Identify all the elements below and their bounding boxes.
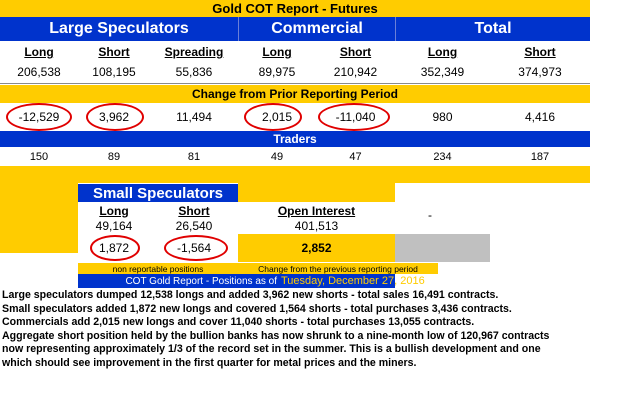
report-title: Gold COT Report - Futures xyxy=(0,0,590,17)
value-comm-short: 210,942 xyxy=(333,65,378,79)
change-large-spreading: 11,494 xyxy=(176,110,212,124)
small-long-value: 49,164 xyxy=(95,218,133,233)
highlight-ring-large-long xyxy=(6,103,72,131)
col-large-long: Long xyxy=(24,45,54,59)
summary-line: Small speculators added 1,872 new longs … xyxy=(2,302,512,315)
traders-large-short: 89 xyxy=(107,151,121,163)
traders-large-long: 150 xyxy=(29,151,49,163)
value-large-long: 206,538 xyxy=(17,65,61,79)
summary-line: Large speculators dumped 12,538 longs an… xyxy=(2,289,499,301)
small-long-label: Long xyxy=(99,203,129,218)
separator-band xyxy=(0,166,590,183)
positions-block xyxy=(0,41,590,84)
col-total-long: Long xyxy=(427,45,458,59)
traders-total-short: 187 xyxy=(530,151,550,163)
commercial-header: Commercial xyxy=(238,17,395,41)
value-comm-long: 89,975 xyxy=(258,65,296,79)
small-spec-left-fill xyxy=(0,183,78,253)
small-speculators-header: Small Speculators xyxy=(78,184,238,202)
footer-date: Tuesday, December 27, 2016 xyxy=(281,275,425,287)
open-interest-change: 2,852 xyxy=(238,234,395,262)
value-total-short: 374,973 xyxy=(518,65,562,79)
summary-line: now representing approximately 1/3 of th… xyxy=(2,343,541,356)
traders-comm-long: 49 xyxy=(270,151,284,163)
open-interest-note: Change from the previous reporting perio… xyxy=(238,263,438,274)
col-large-spreading: Spreading xyxy=(164,45,224,59)
traders-large-spreading: 81 xyxy=(187,151,201,163)
open-interest-label: Open Interest xyxy=(277,203,356,218)
small-spec-right-fill xyxy=(238,183,395,202)
change-total-long: 980 xyxy=(432,110,453,124)
small-short-value: 26,540 xyxy=(175,218,213,233)
grey-placeholder-cell xyxy=(395,234,490,262)
highlight-ring-comm-short xyxy=(318,103,390,131)
change-total-short: 4,416 xyxy=(524,110,556,124)
traders-header: Traders xyxy=(0,131,590,147)
footer-bar xyxy=(78,274,395,288)
summary-line: Commercials add 2,015 new longs and cove… xyxy=(2,316,475,329)
summary-line: which should see improvement in the firs… xyxy=(2,356,417,369)
highlight-ring-small-long xyxy=(90,235,140,261)
col-comm-long: Long xyxy=(262,45,292,59)
change-header: Change from Prior Reporting Period xyxy=(0,85,590,103)
total-header: Total xyxy=(395,17,590,41)
value-total-long: 352,349 xyxy=(420,65,465,79)
traders-total-long: 234 xyxy=(433,151,452,163)
col-total-short: Short xyxy=(524,45,556,59)
small-short-label: Short xyxy=(178,203,210,218)
small-spec-note: non reportable positions xyxy=(78,263,238,274)
value-large-short: 108,195 xyxy=(92,65,136,79)
col-large-short: Short xyxy=(98,45,130,59)
summary-text: Large speculators dumped 12,538 longs an… xyxy=(2,289,628,371)
col-comm-short: Short xyxy=(339,45,372,59)
traders-comm-short: 47 xyxy=(349,151,362,163)
value-large-spreading: 55,836 xyxy=(175,65,213,79)
open-interest-value: 401,513 xyxy=(294,218,339,233)
highlight-ring-small-short xyxy=(164,235,228,261)
summary-line: Aggregate short position held by the bul… xyxy=(2,329,550,342)
footer-prefix: COT Gold Report - Positions as of xyxy=(125,275,277,287)
large-speculators-header: Large Speculators xyxy=(0,17,238,41)
dash-placeholder: - xyxy=(428,208,432,222)
small-spec-values-block xyxy=(78,202,395,234)
highlight-ring-large-short xyxy=(86,103,144,131)
highlight-ring-comm-long xyxy=(244,103,302,131)
